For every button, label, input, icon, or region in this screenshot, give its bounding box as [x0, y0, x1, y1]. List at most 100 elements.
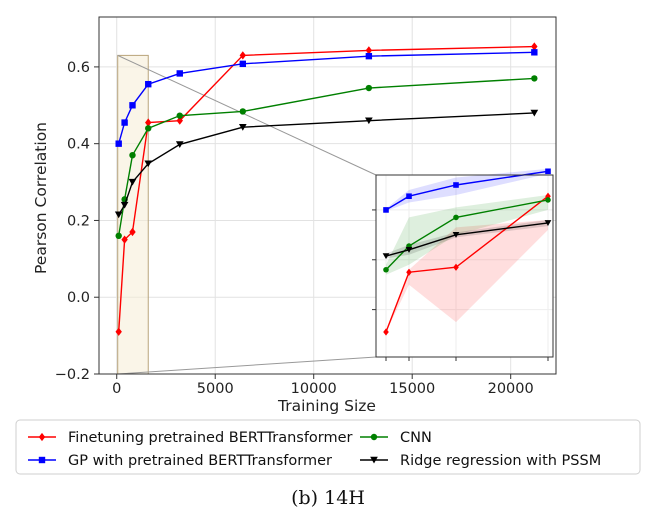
legend-label: Finetuning pretrained BERTTransformer	[68, 430, 353, 446]
inset-data-point	[383, 328, 389, 336]
data-point	[176, 116, 183, 125]
inset-data-point	[453, 263, 459, 271]
inset-data-point	[405, 247, 413, 253]
figure-caption: (b) 14H	[291, 487, 365, 509]
inset-background	[376, 175, 553, 357]
legend-marker	[38, 456, 46, 464]
data-point	[531, 49, 538, 56]
data-point	[115, 140, 122, 147]
inset-data-point	[383, 207, 389, 213]
series-line	[118, 112, 535, 216]
inset-series-line	[385, 222, 549, 257]
inset-data-point	[382, 253, 390, 260]
y-tick-label: 0.2	[67, 213, 90, 229]
data-point	[239, 60, 246, 68]
data-point	[145, 80, 152, 88]
data-point	[531, 42, 538, 51]
inset-series	[382, 168, 552, 336]
legend-label: CNN	[400, 430, 432, 446]
legend-marker	[370, 456, 378, 464]
data-point	[365, 84, 373, 92]
inset-series-line	[385, 195, 549, 333]
data-point	[144, 160, 153, 168]
data-point	[129, 227, 136, 237]
main-ticks: 0 5000 10000 15000 20000 −0.2 0.0 0.2 0.4 0.6	[55, 60, 534, 397]
data-point	[239, 51, 246, 60]
data-point	[121, 119, 128, 126]
data-point	[176, 112, 183, 119]
legend-entry-gp-with-pretrained-berttransformer: GP with pretrained BERTTransformer	[28, 453, 332, 469]
inset-data-point	[406, 268, 412, 276]
series-cnn	[115, 75, 538, 240]
inset-series-cnn	[383, 197, 551, 273]
data-point	[239, 108, 246, 115]
data-point	[176, 70, 183, 77]
legend: Finetuning pretrained BERTTransformer GP …	[28, 430, 601, 469]
data-point	[365, 117, 373, 125]
data-point	[145, 125, 152, 132]
inset-data-point	[545, 192, 551, 200]
inset-data-point	[545, 197, 551, 203]
inset-series-line	[385, 199, 549, 271]
main-series	[114, 42, 539, 336]
y-tick-label: −0.2	[55, 367, 90, 383]
data-point	[129, 102, 136, 109]
band-finetuning-pretrained-berttransformer	[386, 219, 548, 333]
inset-connector-lines	[117, 54, 377, 375]
inset-bands	[386, 168, 548, 333]
inset-data-point	[453, 214, 459, 221]
series-gp-with-pretrained-berttransformer	[115, 49, 538, 147]
inset-axes-frame	[375, 174, 554, 358]
main-axes-frame	[98, 16, 557, 375]
x-tick-label: 20000	[488, 381, 534, 397]
legend-entry-ridge-regression-with-pssm: Ridge regression with PSSM	[360, 453, 601, 469]
inset-data-point	[452, 232, 460, 238]
series-ridge-regression-with-pssm	[114, 109, 539, 219]
y-tick-label: 0.6	[67, 60, 90, 76]
inset-data-point	[544, 220, 552, 226]
band-ridge-regression-with-pssm	[386, 219, 548, 259]
inset-data-point	[406, 193, 412, 200]
legend-marker	[370, 433, 378, 441]
y-axis-label: Pearson Correlation	[32, 122, 50, 274]
band-gp-with-pretrained-berttransformer	[386, 168, 548, 212]
data-point	[128, 178, 137, 186]
data-point	[365, 46, 373, 55]
data-point	[121, 235, 128, 244]
series-line	[118, 51, 535, 144]
data-point	[120, 201, 129, 209]
inset-data-point	[453, 182, 459, 188]
data-point	[238, 123, 247, 131]
legend-marker	[38, 432, 46, 442]
x-tick-label: 5000	[197, 381, 234, 397]
x-tick-label: 15000	[389, 381, 435, 397]
legend-label: Ridge regression with PSSM	[400, 453, 601, 469]
inset-series-finetuning-pretrained-berttransformer	[383, 192, 551, 336]
y-tick-label: 0.0	[67, 290, 90, 306]
inset-series-gp-with-pretrained-berttransformer	[383, 168, 551, 213]
data-point	[531, 75, 538, 82]
inset-data-point	[545, 168, 551, 175]
data-point	[115, 232, 122, 240]
legend-frame	[15, 419, 641, 475]
data-point	[129, 151, 136, 159]
legend-label: GP with pretrained BERTTransformer	[68, 453, 332, 469]
data-point	[145, 118, 152, 127]
data-point	[530, 109, 539, 117]
legend-entry-finetuning-pretrained-berttransformer: Finetuning pretrained BERTTransformer	[28, 430, 353, 446]
y-tick-label: 0.4	[67, 137, 90, 153]
inset-series-ridge-regression-with-pssm	[382, 220, 552, 260]
x-tick-label: 0	[112, 381, 121, 397]
data-point	[365, 52, 373, 60]
connector-line	[117, 54, 377, 176]
data-point	[115, 327, 122, 336]
legend-entry-cnn: CNN	[360, 430, 432, 446]
x-tick-label: 10000	[291, 381, 337, 397]
inset-ticks	[372, 209, 549, 361]
data-point	[175, 141, 184, 148]
connector-line	[117, 356, 377, 375]
band-cnn	[386, 194, 548, 275]
inset-series-line	[385, 170, 549, 211]
inset-data-point	[383, 266, 389, 273]
